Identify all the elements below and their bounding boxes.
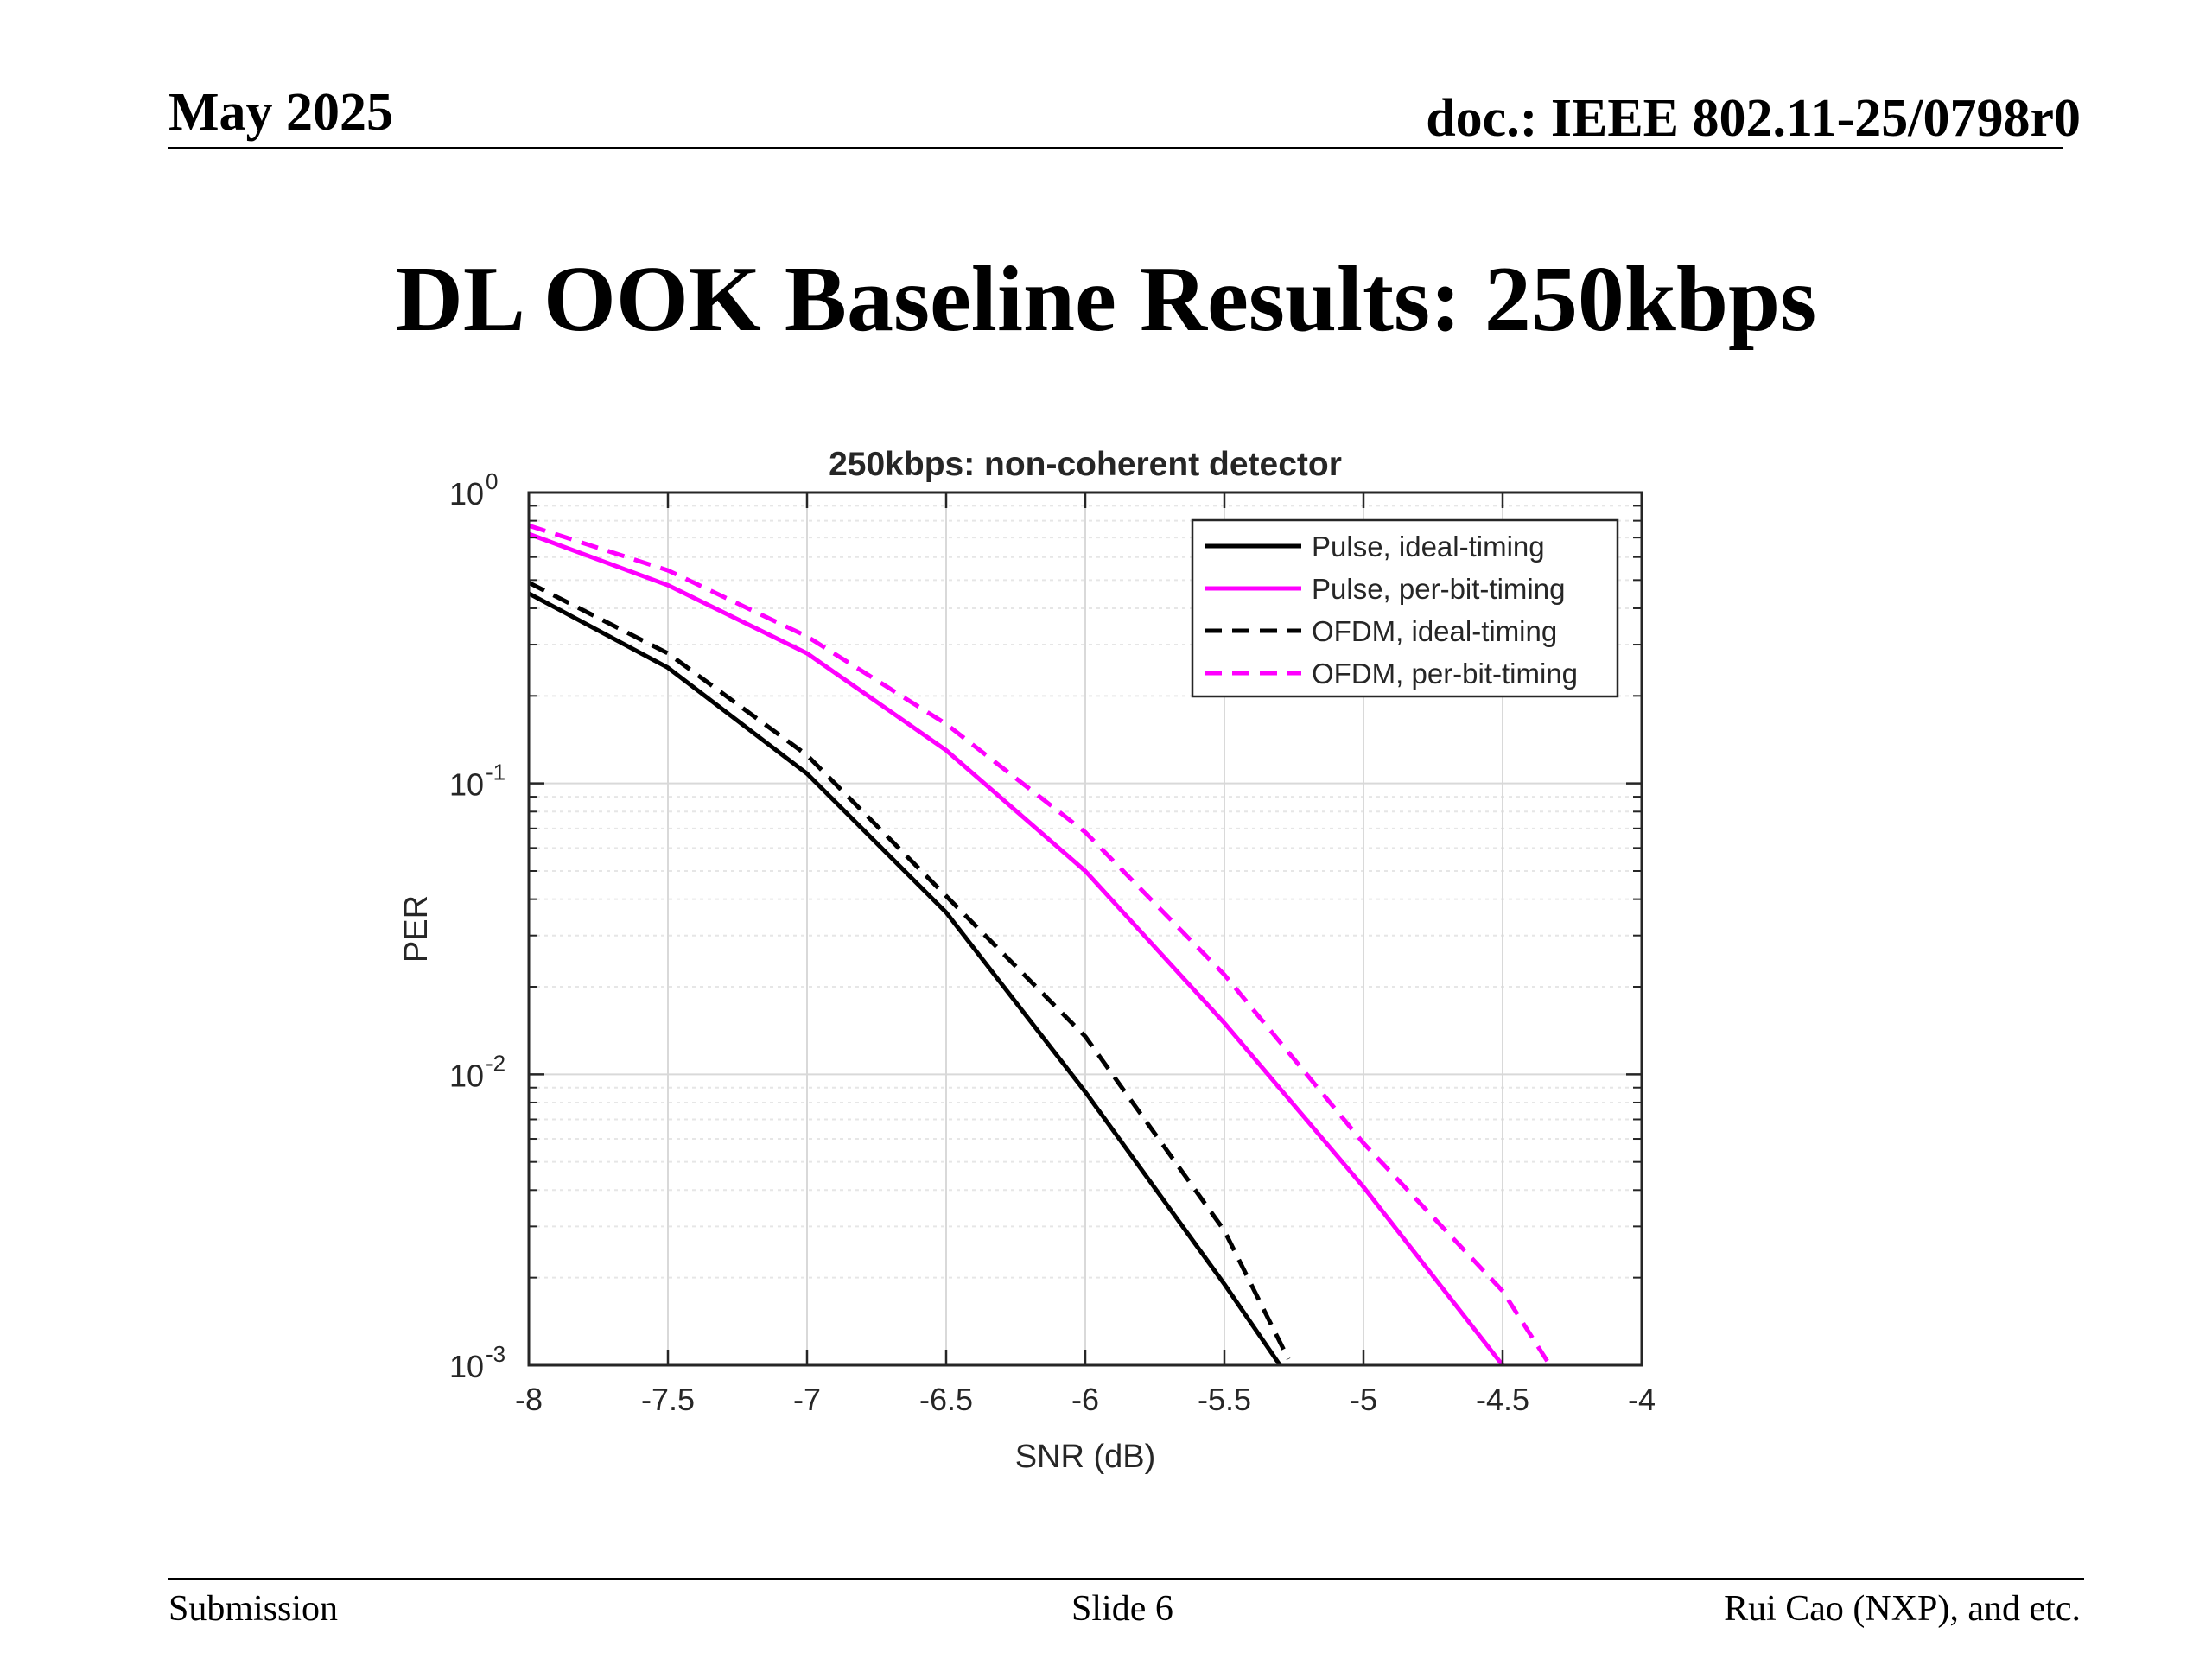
y-tick-exponent: -3: [486, 1341, 505, 1367]
legend-label: OFDM, per-bit-timing: [1312, 658, 1578, 690]
slide-title: DL OOK Baseline Results: 250kbps: [395, 248, 1817, 351]
y-axis-label: PER: [398, 895, 435, 963]
footer-slide-number: Slide 6: [1071, 1589, 1173, 1629]
x-tick-label: -4.5: [1476, 1382, 1529, 1417]
x-tick-label: -4: [1628, 1382, 1656, 1417]
header-doc-id: doc.: IEEE 802.11-25/0798r0: [1426, 89, 2081, 148]
x-tick-label: -7.5: [641, 1382, 695, 1417]
x-axis-label: SNR (dB): [1015, 1439, 1156, 1475]
x-tick-label: -7: [793, 1382, 821, 1417]
y-tick-label: 10: [449, 476, 484, 512]
legend-box: [1191, 518, 1619, 698]
series-line: [527, 581, 1291, 1361]
y-tick-label: 10: [449, 1349, 484, 1384]
x-tick-label: -6: [1071, 1382, 1099, 1417]
chart-title: 250kbps: non-coherent detector: [829, 446, 1342, 483]
series-line: [527, 591, 1282, 1367]
y-tick-exponent: -1: [486, 760, 505, 785]
header-date: May 2025: [168, 83, 394, 142]
header-divider: [168, 147, 2063, 149]
y-tick-label: 10: [449, 767, 484, 803]
x-tick-label: -5.5: [1198, 1382, 1251, 1417]
legend-label: Pulse, per-bit-timing: [1312, 573, 1565, 605]
legend-label: OFDM, ideal-timing: [1312, 615, 1557, 647]
x-tick-label: -6.5: [919, 1382, 973, 1417]
x-tick-label: -5: [1350, 1382, 1377, 1417]
footer-submission: Submission: [168, 1589, 339, 1629]
series-line: [528, 531, 1504, 1367]
footer-divider: [168, 1578, 2084, 1580]
series-line: [528, 523, 1552, 1367]
y-tick-exponent: -2: [486, 1050, 505, 1076]
y-tick-label: 10: [449, 1058, 484, 1093]
chart-container: 10 0 10 -1 10 -2 10 -3 -8 -7.5 -7 -6.5 -6 -5.5 -5 -4.5-…: [380, 432, 1728, 1525]
legend-label: Pulse, ideal-timing: [1312, 531, 1545, 563]
series-layer: [527, 523, 1552, 1367]
legend: Pulse, ideal-timing Pulse, per-bit-timing…: [1191, 518, 1619, 698]
y-tick-exponent: 0: [486, 468, 498, 494]
x-tick-label: -8: [515, 1382, 543, 1417]
footer-author: Rui Cao (NXP), and etc.: [1724, 1589, 2081, 1629]
